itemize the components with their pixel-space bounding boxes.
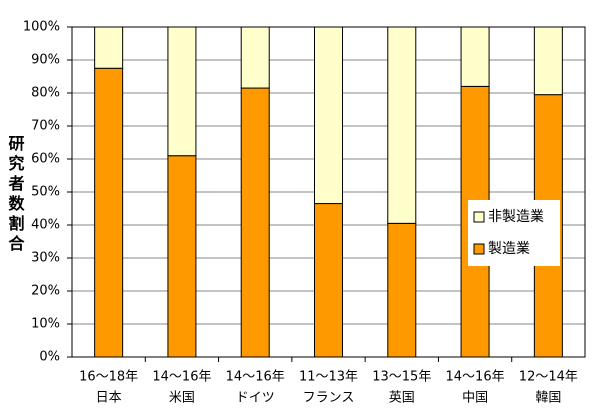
y-tick-label: 80%	[31, 86, 60, 101]
bar-segment	[460, 26, 490, 87]
legend-label: 製造業	[488, 241, 530, 257]
x-tick-label: 16～18年	[79, 370, 138, 385]
y-tick-label: 20%	[31, 284, 60, 299]
y-tick-label: 50%	[31, 185, 60, 200]
bar-segment	[94, 26, 124, 69]
legend-swatch	[473, 243, 485, 255]
y-tick-label: 40%	[31, 218, 60, 233]
x-tick-label: 日本	[96, 391, 122, 406]
y-tick-label: 70%	[31, 119, 60, 134]
x-tick-label: 13～15年	[372, 370, 431, 385]
x-tick-label: フランス	[303, 391, 355, 406]
x-tick-label: 12～14年	[519, 370, 578, 385]
x-tick-label: 中国	[462, 391, 488, 406]
x-tick-label: 英国	[389, 391, 415, 406]
x-tick-label: 韓国	[535, 391, 561, 406]
y-tick-label: 30%	[31, 251, 60, 266]
y-tick-label: 60%	[31, 152, 60, 167]
x-tick-label: 米国	[169, 391, 195, 406]
legend-box	[468, 200, 560, 266]
bar-segment	[533, 26, 563, 96]
x-tick-label: 11～13年	[299, 370, 358, 385]
bar-segment	[240, 26, 270, 89]
x-tick-label: 14～16年	[226, 370, 285, 385]
y-axis-label: 研究者数割合	[6, 135, 26, 255]
bar-segment	[314, 26, 343, 205]
x-tick-label: 14～16年	[446, 370, 505, 385]
bar-segment	[240, 87, 270, 358]
bar-segment	[167, 26, 197, 157]
y-tick-label: 100%	[23, 20, 60, 35]
bar-segment	[167, 155, 197, 358]
bar-segment	[387, 26, 417, 224]
bar-segment	[94, 67, 124, 358]
x-tick-label: ドイツ	[236, 391, 275, 406]
legend-swatch	[473, 211, 485, 223]
x-tick-label: 14～16年	[152, 370, 211, 385]
y-tick-label: 10%	[31, 317, 60, 332]
bar-segment	[314, 203, 343, 358]
y-tick-label: 0%	[39, 350, 60, 365]
legend-label: 非製造業	[488, 209, 544, 225]
bar-segment	[387, 222, 417, 358]
y-tick-label: 90%	[31, 53, 60, 68]
